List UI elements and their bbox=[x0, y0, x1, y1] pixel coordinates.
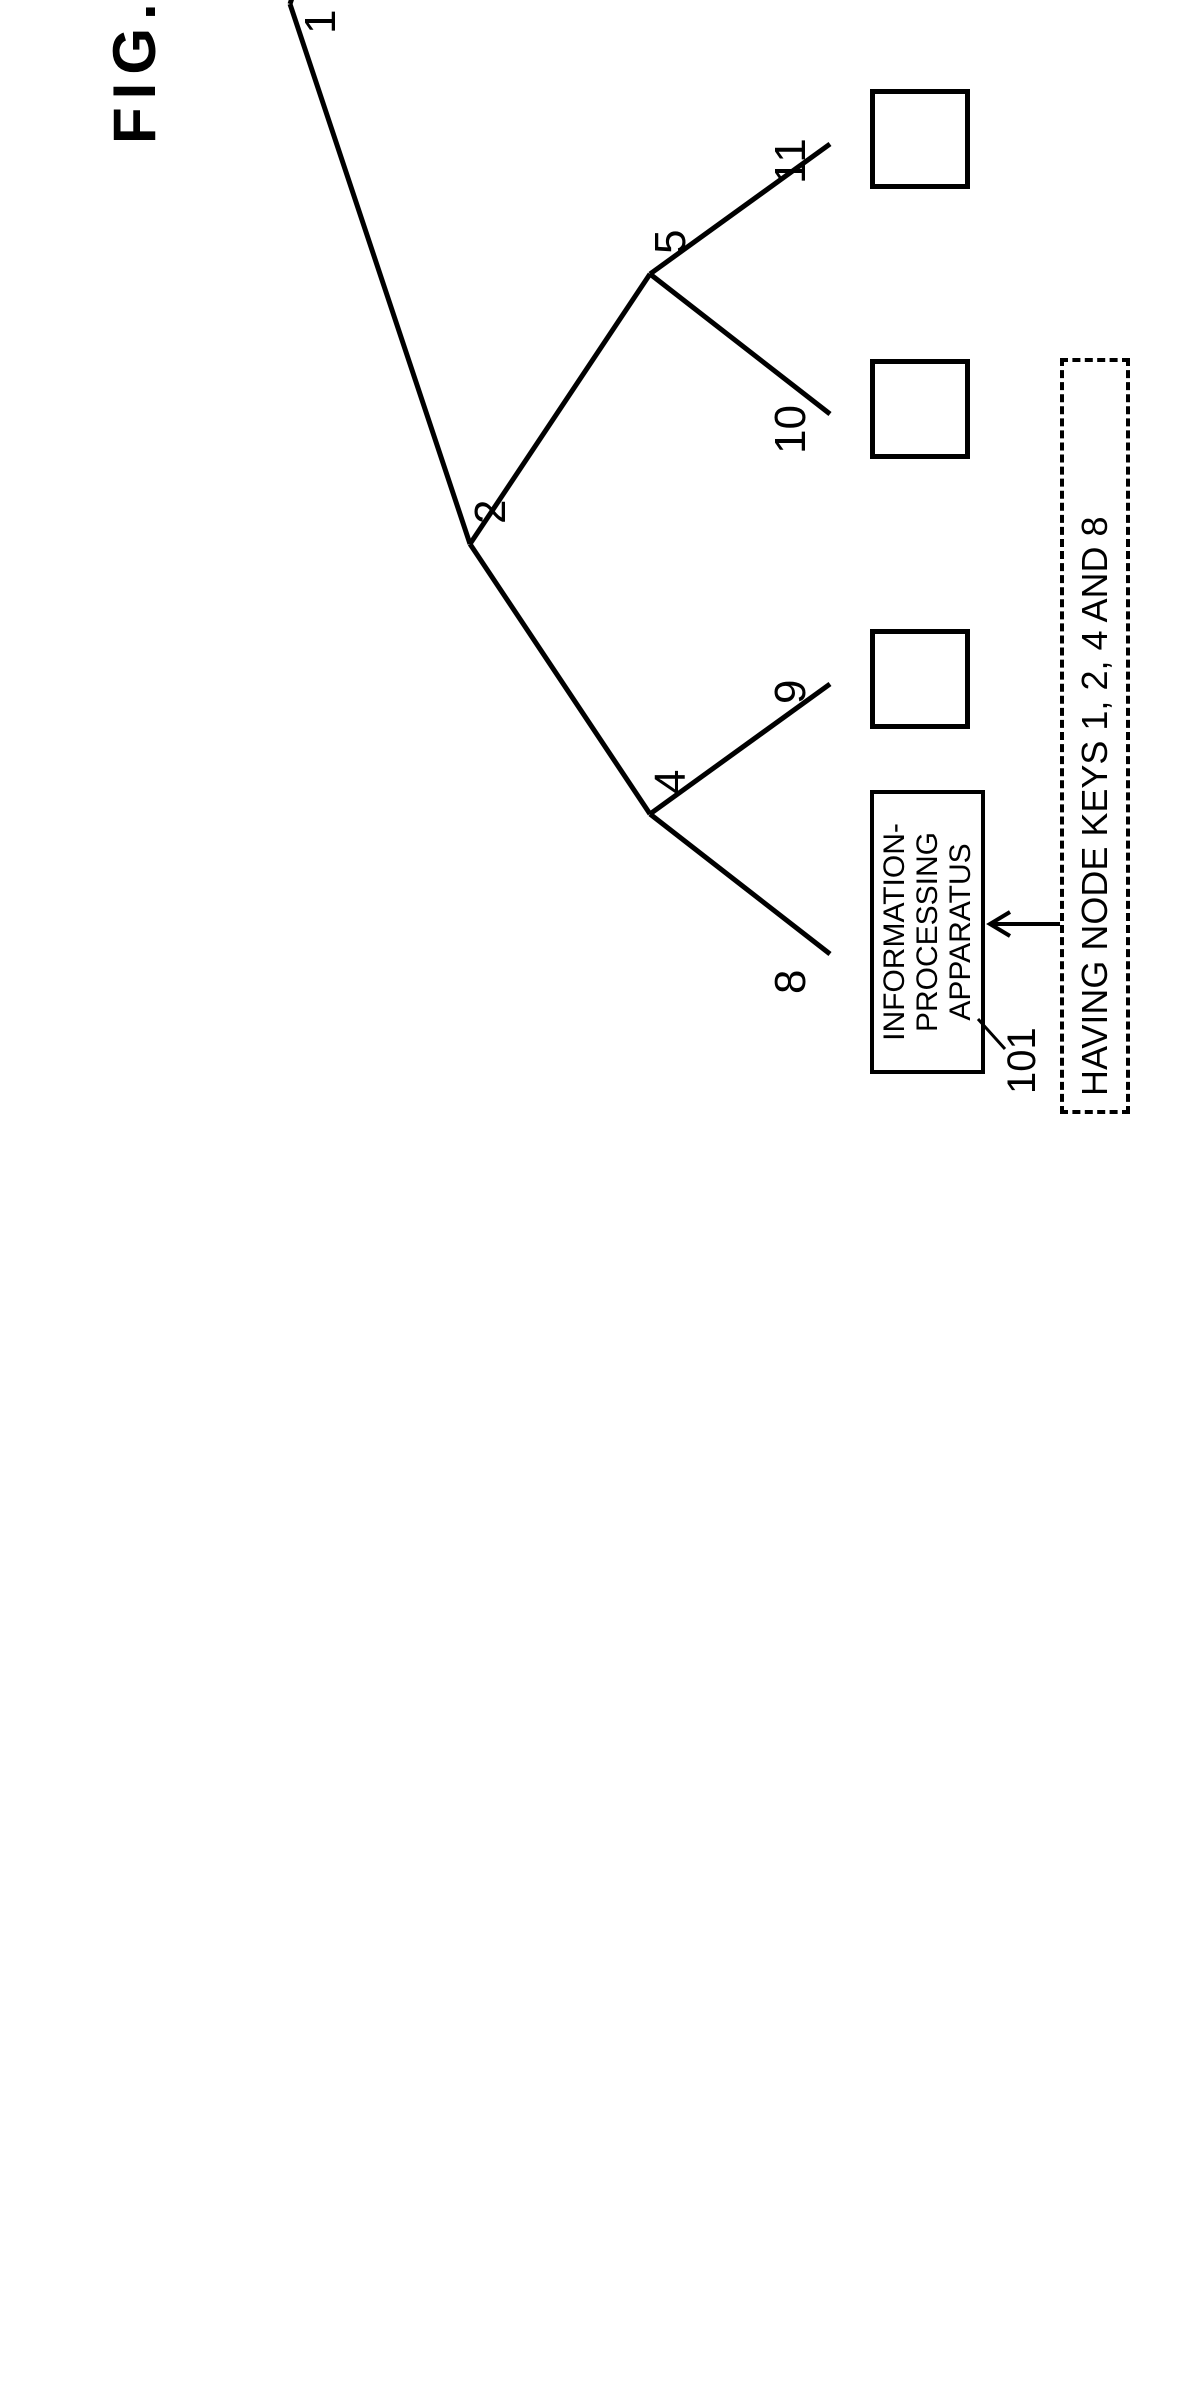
node-label-4: 4 bbox=[646, 770, 696, 794]
key-box-left: HAVING NODE KEYS 1, 2, 4 AND 8 bbox=[1060, 358, 1130, 1114]
leaf-box-11 bbox=[870, 89, 970, 189]
node-label-8: 8 bbox=[766, 970, 816, 994]
node-label-10: 10 bbox=[766, 405, 816, 454]
info-processing-apparatus-box: INFORMATION-PROCESSINGAPPARATUS bbox=[870, 790, 985, 1074]
leaf-box-9 bbox=[870, 629, 970, 729]
node-label-5: 5 bbox=[646, 230, 696, 254]
info-line-3: APPARATUS bbox=[944, 802, 977, 1062]
tree-edges bbox=[0, 0, 1184, 1184]
info-line-1: INFORMATION- bbox=[878, 802, 911, 1062]
info-line-2: PROCESSING bbox=[911, 802, 944, 1062]
node-label-9: 9 bbox=[766, 680, 816, 704]
node-label-11: 11 bbox=[766, 138, 816, 184]
leaf-box-10 bbox=[870, 359, 970, 459]
node-label-1: 1 bbox=[296, 10, 346, 34]
node-label-2: 2 bbox=[466, 500, 516, 524]
ref-101: 101 bbox=[1000, 1027, 1045, 1094]
